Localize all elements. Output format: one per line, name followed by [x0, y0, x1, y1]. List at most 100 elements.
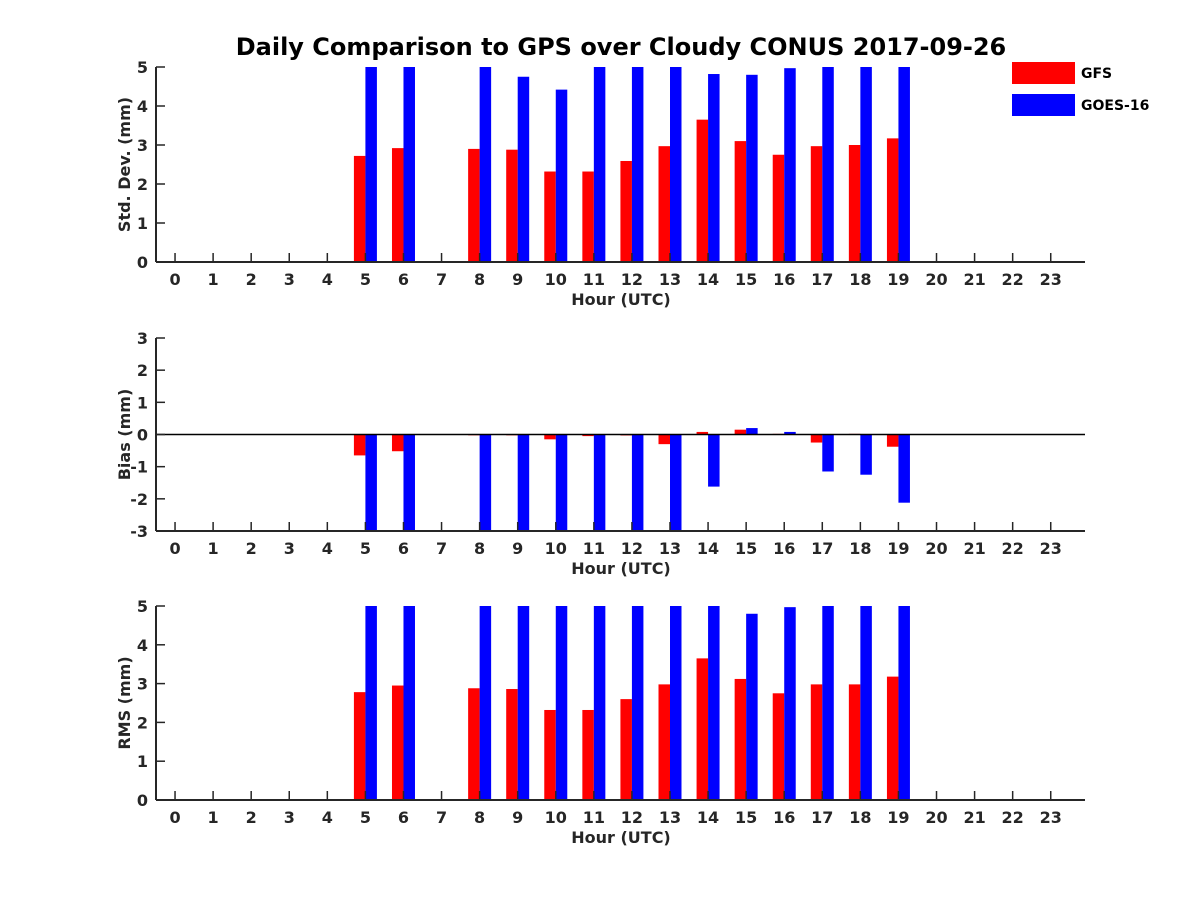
bar-goes-16-12 [631, 67, 644, 262]
x-tick-label: 6 [398, 270, 409, 289]
y-tick-label: 0 [137, 791, 148, 810]
bar-goes-16-5 [365, 606, 377, 800]
x-tick-label: 9 [512, 539, 523, 558]
bar-gfs-18 [848, 145, 861, 262]
x-tick-label: 16 [773, 808, 795, 827]
x-tick-label: 5 [360, 808, 371, 827]
x-tick-label: 10 [545, 539, 567, 558]
bar-gfs-19 [886, 138, 899, 262]
bar-gfs-14 [696, 119, 709, 263]
bar-gfs-5 [353, 155, 366, 262]
x-tick-label: 7 [436, 270, 447, 289]
x-axis-label: Hour (UTC) [571, 290, 671, 309]
x-tick-label: 23 [1040, 808, 1062, 827]
chart-title: Daily Comparison to GPS over Cloudy CONU… [236, 33, 1007, 61]
y-tick-label: -1 [130, 458, 148, 477]
bar-goes-16-19 [898, 606, 910, 800]
bar-gfs-8 [468, 688, 480, 800]
y-tick-label: 4 [137, 97, 148, 116]
x-tick-label: 18 [849, 270, 871, 289]
x-tick-label: 22 [1002, 270, 1024, 289]
bar-gfs-12 [620, 160, 632, 262]
y-tick-label: 5 [137, 597, 148, 616]
bar-goes-16-18 [860, 434, 872, 475]
bar-goes-16-14 [708, 74, 720, 263]
bar-gfs-10 [544, 171, 556, 262]
bar-gfs-14 [696, 431, 709, 435]
x-tick-label: 7 [436, 539, 447, 558]
bar-gfs-11 [582, 434, 594, 437]
x-tick-label: 11 [583, 270, 605, 289]
x-tick-label: 23 [1040, 270, 1062, 289]
y-tick-label: 5 [137, 58, 148, 77]
bar-gfs-17 [810, 684, 823, 800]
y-tick-label: 2 [137, 713, 148, 732]
y-tick-label: -2 [130, 490, 148, 509]
x-tick-label: 14 [697, 270, 719, 289]
x-tick-label: 2 [246, 270, 257, 289]
bar-gfs-13 [658, 434, 670, 445]
x-tick-label: 15 [735, 270, 757, 289]
bar-goes-16-10 [555, 89, 568, 263]
x-tick-label: 5 [360, 539, 371, 558]
x-tick-label: 5 [360, 270, 371, 289]
bar-goes-16-19 [898, 434, 910, 503]
x-tick-label: 13 [659, 808, 681, 827]
bar-goes-16-5 [365, 67, 377, 262]
bar-goes-16-13 [670, 606, 682, 800]
legend: GFS GOES-16 [1012, 62, 1149, 116]
x-tick-label: 14 [697, 539, 719, 558]
x-tick-label: 20 [925, 808, 947, 827]
x-tick-label: 10 [545, 808, 567, 827]
bar-gfs-8 [468, 148, 480, 262]
bar-goes-16-9 [517, 434, 530, 531]
bar-gfs-16 [772, 693, 785, 800]
x-tick-label: 9 [512, 808, 523, 827]
x-tick-label: 22 [1002, 808, 1024, 827]
bar-gfs-15 [734, 678, 747, 800]
x-tick-label: 1 [208, 270, 219, 289]
bar-goes-16-16 [784, 431, 796, 435]
x-tick-label: 13 [659, 270, 681, 289]
bar-goes-16-10 [555, 434, 568, 531]
y-tick-label: 3 [137, 675, 148, 694]
x-tick-label: 17 [811, 539, 833, 558]
bar-gfs-10 [544, 434, 556, 440]
x-axis-label: Hour (UTC) [571, 559, 671, 578]
bar-gfs-6 [391, 685, 404, 800]
y-tick-label: 3 [137, 136, 148, 155]
x-tick-label: 23 [1040, 539, 1062, 558]
x-tick-label: 15 [735, 808, 757, 827]
x-tick-label: 13 [659, 539, 681, 558]
bar-goes-16-11 [593, 434, 606, 531]
bar-goes-16-17 [822, 67, 834, 262]
x-tick-label: 4 [322, 539, 333, 558]
bar-goes-16-16 [784, 68, 796, 262]
bar-goes-16-19 [898, 67, 910, 262]
x-tick-label: 14 [697, 808, 719, 827]
x-tick-label: 16 [773, 270, 795, 289]
x-tick-label: 11 [583, 539, 605, 558]
bar-goes-16-13 [670, 434, 682, 531]
bar-gfs-9 [506, 149, 518, 262]
y-tick-label: 2 [137, 175, 148, 194]
x-tick-label: 2 [246, 808, 257, 827]
x-tick-label: 3 [284, 539, 295, 558]
bar-goes-16-9 [517, 76, 530, 262]
y-tick-label: 0 [137, 253, 148, 272]
y-tick-label: 4 [137, 636, 148, 655]
legend-label-gfs: GFS [1081, 66, 1112, 82]
bar-goes-16-6 [403, 67, 415, 262]
x-tick-label: 1 [208, 808, 219, 827]
x-tick-label: 19 [887, 808, 909, 827]
bar-gfs-15 [734, 141, 747, 262]
bar-goes-16-11 [593, 67, 606, 262]
bar-goes-16-8 [479, 606, 492, 800]
x-tick-label: 4 [322, 270, 333, 289]
bar-gfs-6 [391, 434, 404, 452]
y-axis-label: RMS (mm) [115, 656, 134, 749]
bar-goes-16-6 [403, 606, 415, 800]
bar-goes-16-18 [860, 606, 872, 800]
